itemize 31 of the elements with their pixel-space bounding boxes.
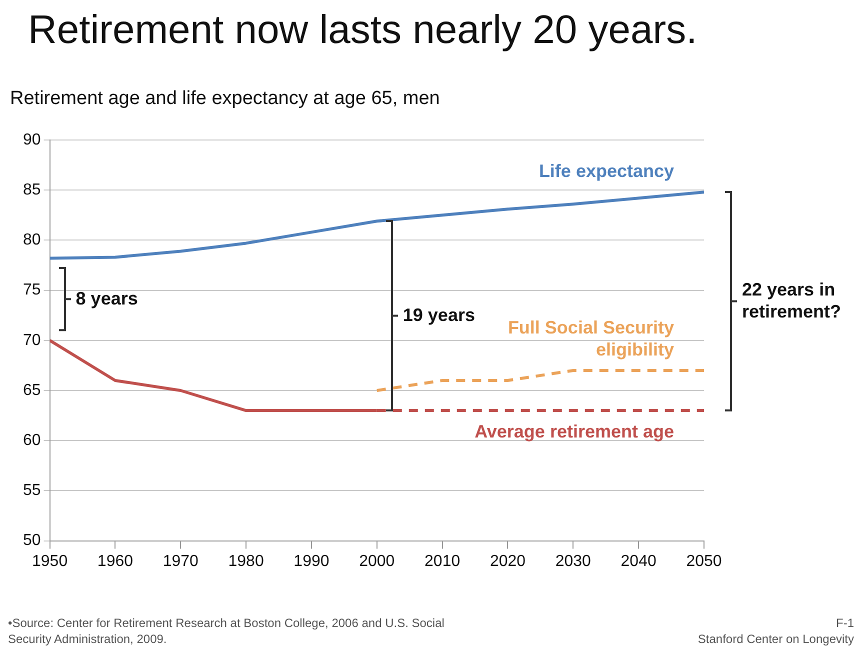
x-tick-label: 2040 xyxy=(620,552,656,570)
x-tick-label: 1990 xyxy=(294,552,330,570)
x-tick-label: 1950 xyxy=(32,552,68,570)
x-tick-label: 2030 xyxy=(555,552,592,570)
x-tick-label: 1980 xyxy=(228,552,264,570)
x-tick-label: 1960 xyxy=(97,552,134,570)
annotation: 19 years xyxy=(402,304,475,325)
chart-title: Retirement now lasts nearly 20 years. xyxy=(28,8,698,53)
x-tick-label: 1970 xyxy=(162,552,199,570)
x-tick-label: 2050 xyxy=(686,552,722,570)
annotation: 8 years xyxy=(76,288,138,308)
x-tick-label: 2010 xyxy=(424,552,460,570)
chart-subtitle: Retirement age and life expectancy at age 65, men xyxy=(10,88,440,110)
x-tick-label: 2020 xyxy=(490,552,526,570)
y-tick-label: 55 xyxy=(23,482,41,500)
y-tick-label: 65 xyxy=(23,382,41,399)
y-tick-label: 80 xyxy=(23,232,41,249)
series-label: Life expectancy xyxy=(538,161,674,182)
x-tick-label: 2000 xyxy=(359,552,395,570)
text: Stanford Center on Longevity xyxy=(698,631,854,647)
text: F-1 xyxy=(835,615,854,631)
y-tick-label: 90 xyxy=(23,131,41,148)
series-label: Average retirement age xyxy=(474,422,674,442)
y-tick-label: 85 xyxy=(23,182,41,199)
text: 22 years in retirement? xyxy=(742,279,842,322)
y-tick-label: 75 xyxy=(23,282,41,299)
text: •Source: Center for Retirement Research at Boston College, 2006 and U.S. Social Security Administration, 2009. xyxy=(8,615,446,647)
series-label: Full Social Security eligibility xyxy=(508,317,674,360)
y-tick-label: 60 xyxy=(23,432,41,450)
y-tick-label: 70 xyxy=(23,332,41,349)
y-tick-label: 50 xyxy=(23,532,41,550)
